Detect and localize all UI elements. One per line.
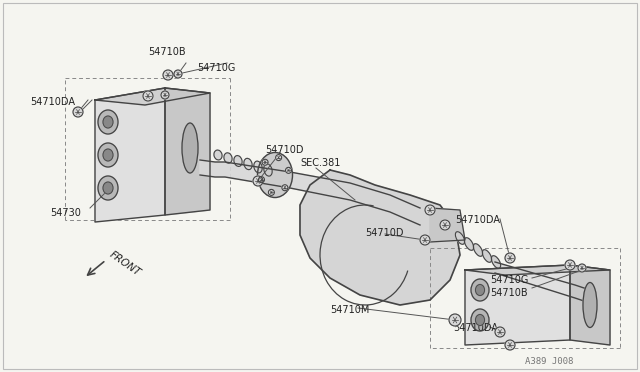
Polygon shape <box>465 265 570 345</box>
Ellipse shape <box>471 309 489 331</box>
Text: 54710DA: 54710DA <box>455 215 500 225</box>
Ellipse shape <box>471 279 489 301</box>
Ellipse shape <box>234 155 242 166</box>
Ellipse shape <box>244 158 252 170</box>
Text: 54730: 54730 <box>50 208 81 218</box>
Circle shape <box>440 220 450 230</box>
Polygon shape <box>165 88 210 215</box>
Circle shape <box>268 189 275 195</box>
Circle shape <box>565 260 575 270</box>
Circle shape <box>73 107 83 117</box>
Ellipse shape <box>103 116 113 128</box>
Ellipse shape <box>476 314 484 326</box>
Polygon shape <box>495 262 590 303</box>
Circle shape <box>505 340 515 350</box>
Polygon shape <box>570 265 610 345</box>
Ellipse shape <box>583 282 597 327</box>
Ellipse shape <box>456 232 465 244</box>
Text: 54710G: 54710G <box>490 275 529 285</box>
Circle shape <box>505 253 515 263</box>
Circle shape <box>495 327 505 337</box>
Ellipse shape <box>483 250 492 262</box>
Polygon shape <box>430 208 465 242</box>
Polygon shape <box>200 160 420 225</box>
Text: 54710DA: 54710DA <box>30 97 75 107</box>
Polygon shape <box>95 88 210 105</box>
Ellipse shape <box>224 153 232 163</box>
Polygon shape <box>300 170 460 305</box>
Text: A389 J008: A389 J008 <box>525 357 573 366</box>
Text: 54710B: 54710B <box>490 288 527 298</box>
Ellipse shape <box>474 244 483 256</box>
Text: 54710M: 54710M <box>330 305 369 315</box>
Circle shape <box>163 70 173 80</box>
Text: 54710B: 54710B <box>148 47 186 57</box>
Ellipse shape <box>465 238 474 250</box>
Circle shape <box>259 177 264 183</box>
Ellipse shape <box>98 176 118 200</box>
Circle shape <box>143 91 153 101</box>
Circle shape <box>282 185 288 191</box>
Text: 54710DA: 54710DA <box>453 323 498 333</box>
Text: FRONT: FRONT <box>108 250 143 278</box>
Circle shape <box>420 235 430 245</box>
Text: 54710D: 54710D <box>265 145 303 155</box>
Ellipse shape <box>98 110 118 134</box>
Ellipse shape <box>254 161 262 173</box>
Ellipse shape <box>264 164 272 176</box>
Text: SEC.381: SEC.381 <box>300 158 340 168</box>
Circle shape <box>449 314 461 326</box>
Ellipse shape <box>98 143 118 167</box>
Ellipse shape <box>492 256 500 268</box>
Circle shape <box>161 91 169 99</box>
Circle shape <box>578 264 586 272</box>
Circle shape <box>174 70 182 78</box>
Polygon shape <box>95 88 165 222</box>
Ellipse shape <box>476 285 484 295</box>
Circle shape <box>425 205 435 215</box>
Ellipse shape <box>182 123 198 173</box>
Ellipse shape <box>103 182 113 194</box>
Circle shape <box>285 167 292 173</box>
Text: 54710G: 54710G <box>197 63 236 73</box>
Ellipse shape <box>214 150 222 160</box>
Polygon shape <box>465 265 610 275</box>
Text: 54710D: 54710D <box>365 228 403 238</box>
Circle shape <box>276 155 282 161</box>
Circle shape <box>253 176 263 186</box>
Circle shape <box>262 159 268 165</box>
Ellipse shape <box>257 153 292 198</box>
Ellipse shape <box>103 149 113 161</box>
